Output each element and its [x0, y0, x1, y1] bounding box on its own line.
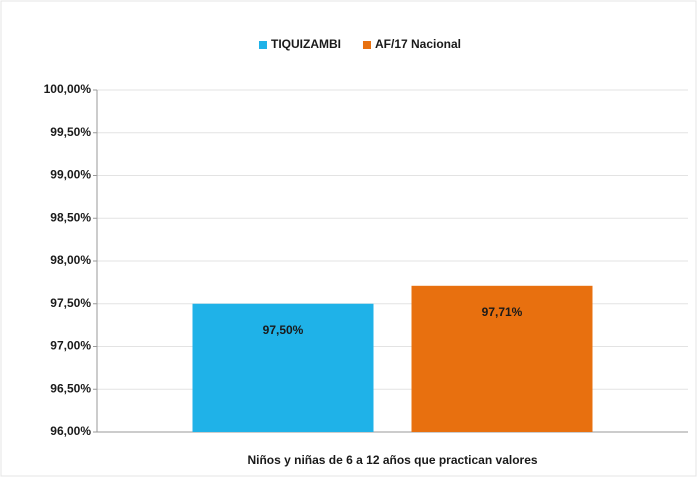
- y-tick-label: 100,00%: [44, 82, 92, 96]
- y-tick-label: 97,00%: [50, 339, 91, 353]
- legend-label: AF/17 Nacional: [375, 37, 461, 51]
- y-tick-label: 98,00%: [50, 253, 91, 267]
- bar: [192, 303, 374, 432]
- legend-label: TIQUIZAMBI: [271, 37, 341, 51]
- bar: [411, 285, 593, 432]
- legend-swatch: [362, 41, 371, 49]
- y-tick-label: 98,50%: [50, 210, 91, 224]
- y-tick-label: 96,00%: [50, 424, 91, 438]
- y-tick-label: 96,50%: [50, 381, 91, 395]
- y-tick-label: 99,50%: [50, 125, 91, 139]
- legend-swatch: [258, 41, 267, 49]
- value-label: 97,71%: [482, 305, 523, 319]
- x-tick-label: Niños y niñas de 6 a 12 años que practic…: [247, 453, 537, 467]
- value-label: 97,50%: [263, 323, 304, 337]
- y-tick-label: 99,00%: [50, 168, 91, 182]
- y-tick-label: 97,50%: [50, 296, 91, 310]
